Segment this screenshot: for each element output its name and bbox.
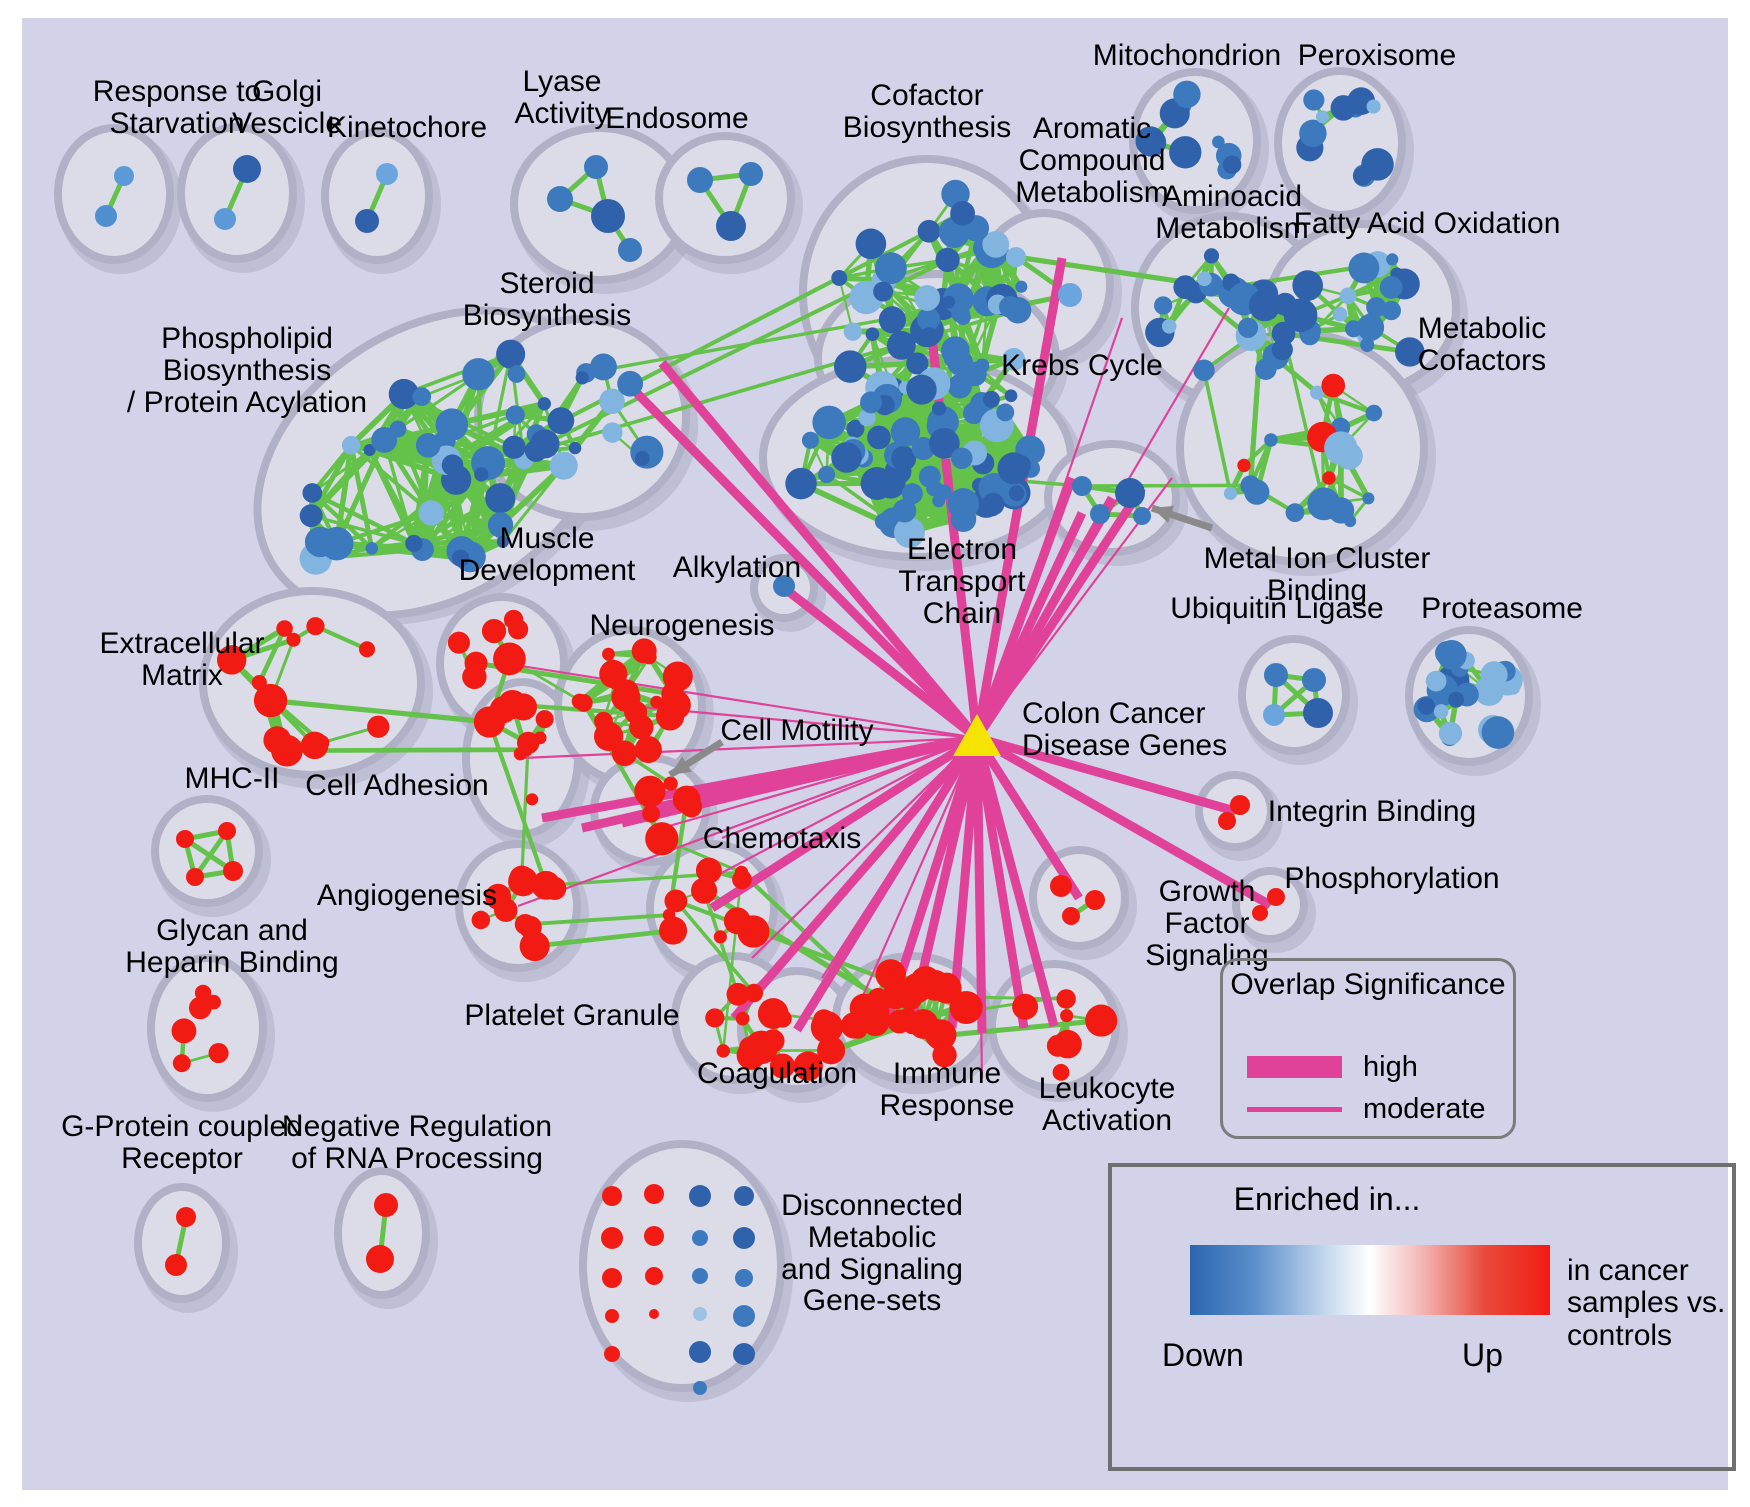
- cluster-label-steroid-biosynthesis: Steroid Biosynthesis: [437, 268, 657, 332]
- legend-enrichment-title: Enriched in...: [1112, 1181, 1542, 1218]
- cluster-label-disconnected-gene-sets: Disconnected Metabolic and Signaling Gen…: [757, 1190, 987, 1317]
- figure-root: Response to Starvation Golgi Vescicle Kine…: [0, 0, 1750, 1507]
- cluster-label-cell-adhesion: Cell Adhesion: [297, 770, 497, 802]
- legend-enrichment-side-label: in cancer samples vs. controls: [1567, 1255, 1732, 1352]
- cluster-label-glycan-heparin-binding: Glycan and Heparin Binding: [102, 915, 362, 979]
- cluster-label-phospholipid-biosynthesis: Phospholipid Biosynthesis / Protein Acyl…: [82, 323, 412, 418]
- cluster-label-extracellular-matrix: Extracellular Matrix: [72, 628, 292, 692]
- hub-label: Colon Cancer Disease Genes: [1022, 698, 1252, 762]
- cluster-label-cell-motility: Cell Motility: [702, 715, 892, 747]
- cluster-label-angiogenesis: Angiogenesis: [297, 880, 517, 912]
- cluster-label-ubiquitin-ligase: Ubiquitin Ligase: [1167, 593, 1387, 625]
- cluster-label-electron-transport-chain: Electron Transport Chain: [862, 534, 1062, 629]
- cluster-label-integrin-binding: Integrin Binding: [1257, 796, 1487, 828]
- cluster-label-proteasome: Proteasome: [1392, 593, 1612, 625]
- cluster-label-mhc-ii: MHC-II: [152, 763, 312, 795]
- cluster-label-gpcr: G-Protein coupled Receptor: [52, 1111, 312, 1175]
- legend-enrichment-up-label: Up: [1462, 1337, 1503, 1374]
- legend-overlap-high-swatch: [1247, 1056, 1342, 1078]
- cluster-label-coagulation: Coagulation: [677, 1058, 877, 1090]
- cluster-label-leukocyte-activation: Leukocyte Activation: [1007, 1073, 1207, 1137]
- cluster-label-platelet-granule: Platelet Granule: [457, 1000, 687, 1032]
- cluster-label-alkylation: Alkylation: [642, 552, 832, 584]
- legend-enrichment-down-label: Down: [1162, 1337, 1244, 1374]
- cluster-label-neurogenesis: Neurogenesis: [572, 610, 792, 642]
- cluster-label-negative-regulation-rna-processing: Negative Regulation of RNA Processing: [277, 1111, 557, 1175]
- network-canvas: Response to Starvation Golgi Vescicle Kine…: [22, 18, 1728, 1490]
- cluster-label-metabolic-cofactors: Metabolic Cofactors: [1372, 313, 1592, 377]
- cluster-label-phosphorylation: Phosphorylation: [1277, 863, 1507, 895]
- legend-overlap-high-label: high: [1363, 1051, 1418, 1084]
- cluster-label-muscle-development: Muscle Development: [432, 523, 662, 587]
- cluster-label-fatty-acid-oxidation: Fatty Acid Oxidation: [1292, 208, 1562, 240]
- legend-overlap-title: Overlap Significance: [1223, 969, 1513, 1001]
- cluster-label-endosome: Endosome: [582, 103, 772, 135]
- legend-overlap-significance: Overlap Significance high moderate: [1220, 958, 1516, 1139]
- legend-overlap-moderate-label: moderate: [1363, 1093, 1486, 1126]
- cluster-label-peroxisome: Peroxisome: [1262, 40, 1492, 72]
- cluster-label-chemotaxis: Chemotaxis: [682, 823, 882, 855]
- legend-overlap-moderate-swatch: [1247, 1107, 1342, 1112]
- legend-enrichment: Enriched in... Down Up in cancer samples…: [1108, 1163, 1736, 1471]
- cluster-label-krebs-cycle: Krebs Cycle: [977, 350, 1187, 382]
- legend-enrichment-colorbar: [1190, 1245, 1550, 1315]
